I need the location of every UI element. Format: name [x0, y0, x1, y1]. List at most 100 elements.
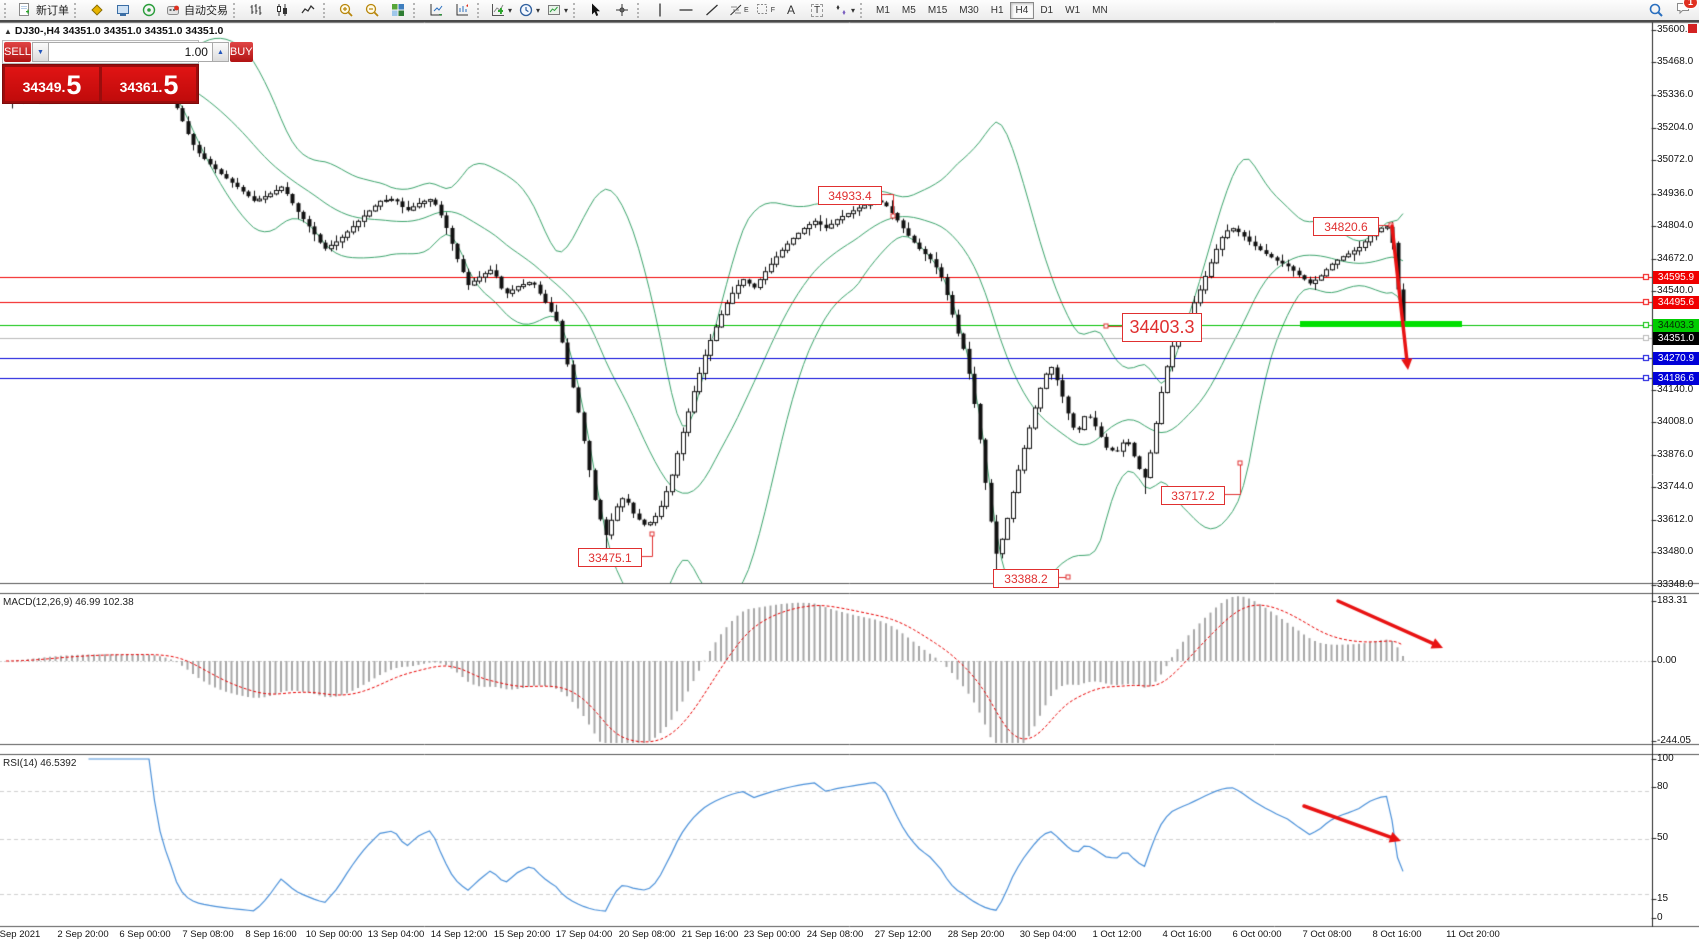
timeframe-h1-button[interactable]: H1 [985, 2, 1010, 19]
search-button[interactable] [1643, 0, 1669, 20]
text-t-icon: T [810, 3, 824, 17]
vline-tool-button[interactable] [647, 0, 673, 20]
indicator-list-button[interactable] [449, 0, 475, 20]
toolbar-grip [573, 2, 581, 18]
buy-button[interactable]: BUY [229, 42, 253, 62]
auto-trading-button[interactable]: 自动交易 [162, 0, 231, 20]
signals-button[interactable] [136, 0, 162, 20]
timeframe-w1-button[interactable]: W1 [1059, 2, 1086, 19]
collapse-icon: ▲ [4, 27, 12, 36]
text-label-tool-button[interactable]: T [804, 0, 830, 20]
crosshair-icon [614, 2, 630, 18]
alert-marker [1688, 24, 1697, 33]
new-order-button[interactable]: 新订单 [14, 0, 72, 20]
timeframe-mn-button[interactable]: MN [1086, 2, 1114, 19]
date-tick-label: 7 Oct 08:00 [1302, 929, 1352, 940]
price-tick-label: 34008.0 [1657, 416, 1694, 427]
templates-button[interactable]: ▾ [543, 0, 571, 20]
volume-decrease-button[interactable]: ▼ [31, 42, 49, 62]
timeframe-m15-button[interactable]: M15 [922, 2, 953, 19]
toolbar-grip [413, 2, 421, 18]
notifications-button[interactable]: 1 [1675, 0, 1698, 21]
zoom-out-button[interactable] [359, 0, 385, 20]
crosshair-tool-button[interactable] [609, 0, 635, 20]
price-annotation[interactable]: 34933.4 [818, 186, 882, 205]
shapes-tool-button[interactable]: ▾ [830, 0, 858, 20]
dropdown-caret-icon: ▾ [851, 5, 856, 15]
add-indicator-button[interactable]: ▾ [487, 0, 515, 20]
grid-tool-button[interactable]: F [752, 0, 778, 20]
new-order-button-label: 新订单 [36, 5, 69, 17]
buy-price-main: 34361 [119, 79, 159, 95]
trade-controls-row: SELL ▼ ▲ BUY [2, 40, 253, 64]
price-annotation[interactable]: 34403.3 [1122, 313, 1202, 342]
toolbar-grip [477, 2, 485, 18]
cursor-tool-button[interactable] [583, 0, 609, 20]
hline-tool-button[interactable] [673, 0, 699, 20]
terminal-button[interactable] [110, 0, 136, 20]
date-tick-label: 27 Sep 12:00 [874, 929, 932, 940]
buy-price-dot: . [158, 79, 163, 95]
toolbar-grip [4, 2, 12, 18]
fibonacci-sub-label: E [744, 6, 749, 14]
price-line-badge: 34495.6 [1653, 295, 1699, 309]
price-annotation[interactable]: 33475.1 [578, 548, 642, 567]
toolbar-grip [233, 2, 241, 18]
periods-button[interactable]: ▾ [515, 0, 543, 20]
toolbar-grip [860, 2, 868, 18]
buy-price-big: 5 [163, 70, 179, 100]
hline-icon [678, 2, 694, 18]
sell-price-tile[interactable]: 34349. 5 [5, 67, 99, 101]
auto-trading-button-label: 自动交易 [184, 5, 228, 17]
toolbar-grip [323, 2, 331, 18]
chart-line-icon [300, 2, 316, 18]
zoom-in-button[interactable] [333, 0, 359, 20]
fibonacci-tool-button[interactable]: E [725, 0, 752, 20]
clock-icon [518, 2, 534, 18]
autotrade-icon [165, 2, 181, 18]
add-indicator-icon [490, 2, 506, 18]
price-line-badge: 34186.6 [1653, 371, 1699, 385]
timeframe-m5-button[interactable]: M5 [896, 2, 922, 19]
timeframe-m1-button[interactable]: M1 [870, 2, 896, 19]
volume-input[interactable] [48, 42, 212, 62]
text-tool-button[interactable]: A [778, 0, 804, 20]
tile-windows-button[interactable] [385, 0, 411, 20]
search-icon [1648, 2, 1664, 18]
timeframe-h4-button[interactable]: H4 [1009, 1, 1035, 19]
volume-increase-button[interactable]: ▲ [211, 42, 229, 62]
rsi-tick-label: 50 [1657, 832, 1669, 843]
price-annotation[interactable]: 33717.2 [1161, 486, 1225, 505]
buy-price-tile[interactable]: 34361. 5 [102, 67, 196, 101]
chart-candles-button[interactable] [269, 0, 295, 20]
dropdown-caret-icon: ▾ [508, 5, 513, 15]
timeframe-m30-button[interactable]: M30 [953, 2, 984, 19]
macd-tick-label: 0.00 [1657, 655, 1677, 666]
dropdown-caret-icon: ▾ [536, 5, 541, 15]
chart-line-button[interactable] [295, 0, 321, 20]
rsi-tick-label: 80 [1657, 781, 1669, 792]
date-tick-label: 17 Sep 04:00 [555, 929, 613, 940]
date-tick-label: 21 Sep 16:00 [681, 929, 739, 940]
notification-count-badge: 1 [1682, 0, 1698, 9]
sell-button[interactable]: SELL [4, 42, 31, 62]
price-annotation[interactable]: 33388.2 [993, 569, 1059, 588]
date-tick-label: 23 Sep 00:00 [743, 929, 801, 940]
price-annotation[interactable]: 34820.6 [1313, 217, 1379, 236]
date-tick-label: 20 Sep 08:00 [618, 929, 676, 940]
grid-sub-label: F [770, 6, 775, 14]
price-tick-label: 34140.0 [1657, 384, 1694, 395]
indicator-window-button[interactable] [423, 0, 449, 20]
trendline-tool-button[interactable] [699, 0, 725, 20]
chart-bars-button[interactable] [243, 0, 269, 20]
price-line-badge: 34270.9 [1653, 351, 1699, 365]
chart-title-text: DJ30-,H4 34351.0 34351.0 34351.0 34351.0 [14, 25, 224, 37]
dropdown-caret-icon: ▾ [564, 5, 569, 15]
chart-title: ▲ DJ30-,H4 34351.0 34351.0 34351.0 34351.… [4, 25, 223, 37]
price-tick-label: 33876.0 [1657, 449, 1694, 460]
text-a-icon: A [786, 3, 795, 17]
market-watch-button[interactable] [84, 0, 110, 20]
timeframe-d1-button[interactable]: D1 [1034, 2, 1059, 19]
toolbar-grip [74, 2, 82, 18]
